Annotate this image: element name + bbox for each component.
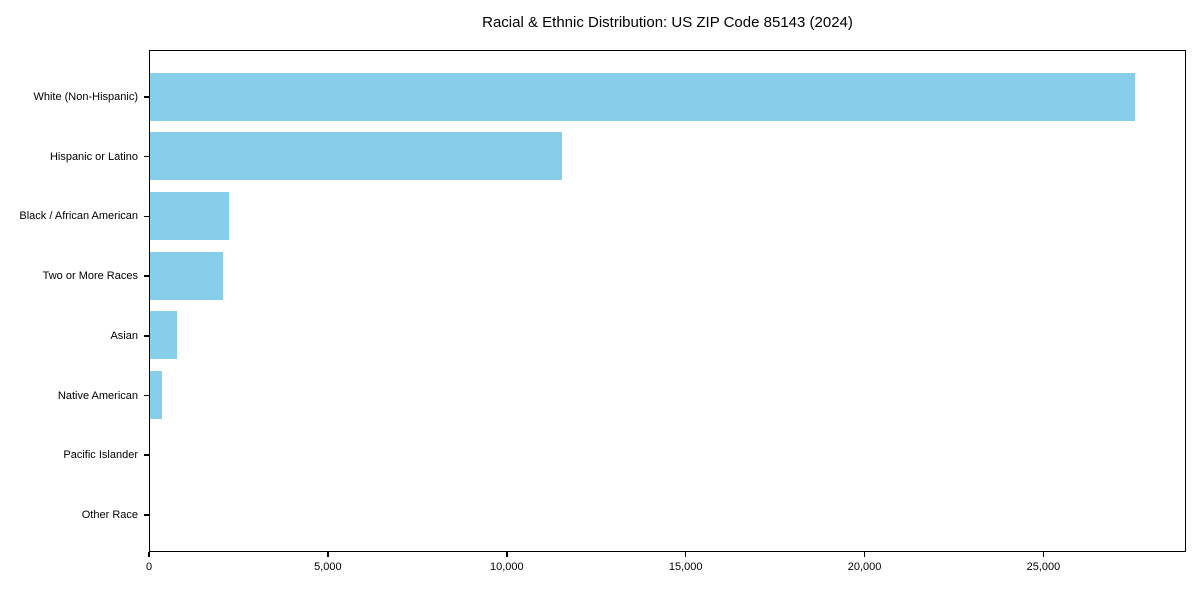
bar-asian [150, 311, 177, 360]
x-tick-mark [1042, 552, 1045, 557]
bar-two-or-more-races [150, 251, 224, 300]
x-tick-label: 0 [145, 561, 153, 573]
y-tick-label: Two or More Races [42, 270, 138, 283]
y-tick-mark [144, 514, 149, 516]
plot-area [149, 50, 1186, 552]
y-tick-mark [144, 155, 149, 158]
bar-native-american [150, 371, 163, 419]
bar-white-non-hispanic [150, 72, 1135, 121]
y-tick-label: Hispanic or Latino [49, 150, 138, 163]
y-tick-mark [144, 96, 149, 98]
bar-hispanic-or-latino [150, 132, 562, 181]
y-tick-label: Asian [110, 329, 138, 342]
x-tick-mark [327, 552, 329, 557]
y-tick-mark [144, 215, 149, 218]
y-tick-mark [144, 454, 149, 456]
y-tick-label: Other Race [81, 508, 138, 521]
chart-title: Racial & Ethnic Distribution: US ZIP Cod… [482, 14, 853, 31]
y-tick-label: White (Non-Hispanic) [33, 91, 138, 103]
x-tick-mark [684, 552, 687, 557]
y-tick-mark [144, 275, 149, 277]
y-tick-label: Pacific Islander [63, 449, 138, 462]
x-tick-label: 25,000 [1026, 561, 1061, 573]
x-tick-label: 10,000 [489, 561, 524, 573]
x-tick-mark [148, 552, 150, 557]
x-tick-label: 15,000 [668, 561, 703, 573]
bar-black-african-american [150, 191, 229, 240]
x-tick-mark [506, 552, 508, 557]
y-tick-label: Native American [57, 389, 138, 402]
y-tick-label: Black / African American [19, 210, 138, 223]
y-tick-mark [144, 394, 149, 397]
x-tick-label: 5,000 [314, 561, 342, 573]
x-tick-mark [863, 552, 866, 557]
x-tick-label: 20,000 [847, 561, 882, 573]
y-tick-mark [144, 335, 149, 337]
